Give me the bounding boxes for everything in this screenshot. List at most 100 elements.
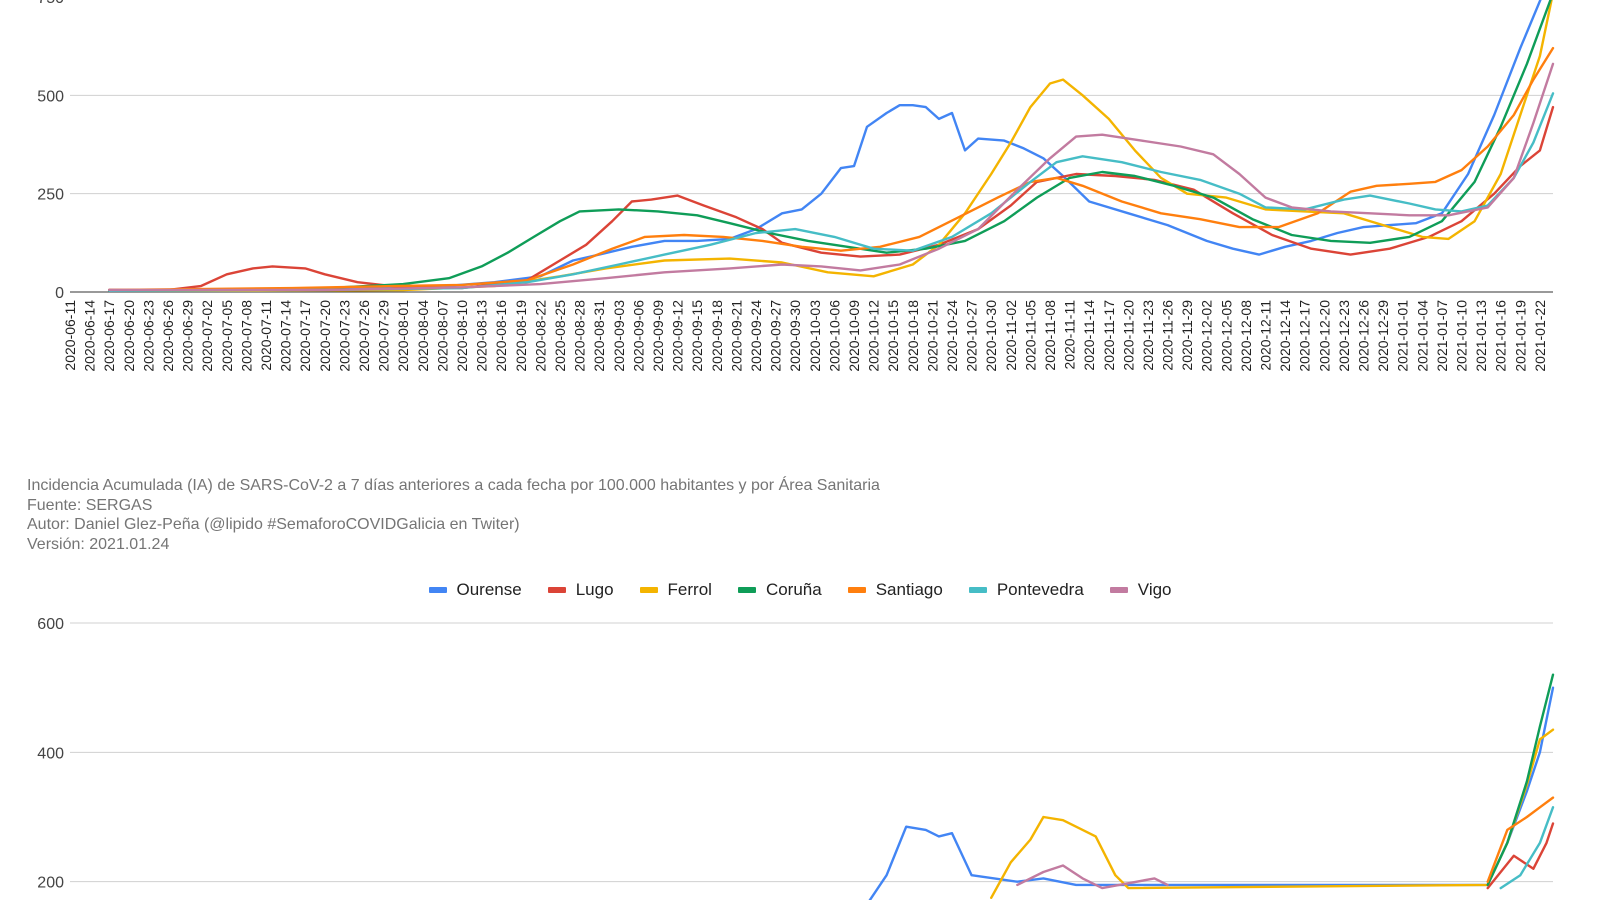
x-tick-label: 2021-01-07 — [1434, 300, 1450, 372]
series-line-santiago[interactable] — [1486, 796, 1555, 883]
x-tick-label: 2020-06-26 — [160, 300, 176, 372]
x-tick-label: 2020-12-23 — [1336, 300, 1352, 372]
series-line-ferrol[interactable] — [107, 0, 1553, 292]
x-tick-label: 2020-11-14 — [1081, 300, 1097, 371]
x-tick-label: 2020-10-30 — [983, 300, 999, 372]
x-tick-label: 2020-07-05 — [219, 300, 235, 372]
x-tick-label: 2020-10-09 — [846, 300, 862, 372]
x-tick-label: 2020-09-12 — [670, 300, 686, 372]
x-tick-label: 2020-08-13 — [474, 300, 490, 372]
y-tick-label: 250 — [37, 187, 64, 204]
x-tick-label: 2020-10-12 — [866, 300, 882, 372]
legend-label-lugo: Lugo — [575, 580, 614, 599]
x-tick-label: 2020-08-22 — [532, 300, 548, 372]
series-line-pontevedra[interactable] — [107, 92, 1555, 292]
x-tick-label: 2020-12-02 — [1199, 300, 1215, 372]
legend-swatch-ourense — [428, 587, 447, 593]
legend-item-lugo[interactable]: Lugo — [547, 580, 614, 600]
legend-label-ourense: Ourense — [456, 580, 522, 599]
x-tick-label: 2020-10-03 — [807, 300, 823, 372]
x-tick-label: 2020-07-02 — [199, 300, 215, 372]
legend-swatch-santiago — [847, 587, 866, 593]
x-tick-label: 2020-08-19 — [513, 300, 529, 372]
caption-version: Versión: 2021.01.24 — [27, 535, 170, 553]
y-tick-label: 750 — [37, 0, 64, 7]
series-line-coruna[interactable] — [107, 0, 1553, 292]
x-tick-label: 2020-12-26 — [1356, 300, 1372, 372]
legend-swatch-pontevedra — [968, 587, 987, 593]
x-tick-label: 2020-09-09 — [650, 300, 666, 372]
legend-item-pontevedra[interactable]: Pontevedra — [968, 580, 1084, 600]
x-tick-label: 2020-06-20 — [121, 300, 137, 372]
chart-caption: Incidencia Acumulada (IA) de SARS-CoV-2 … — [27, 476, 880, 554]
legend-label-coruna: Coruña — [765, 580, 822, 599]
caption-description: Incidencia Acumulada (IA) de SARS-CoV-2 … — [27, 477, 880, 494]
y-tick-label: 200 — [37, 875, 64, 892]
series-line-ourense[interactable] — [107, 0, 1546, 292]
x-tick-label: 2020-09-30 — [787, 300, 803, 372]
x-tick-label: 2020-11-08 — [1042, 300, 1058, 371]
bottom-line-chart: 600 400 200 — [37, 616, 1555, 900]
x-tick-label: 2020-08-31 — [591, 300, 607, 372]
x-tick-label: 2020-12-08 — [1238, 300, 1254, 372]
caption-source: Fuente: SERGAS — [27, 496, 153, 514]
series-line-vigo[interactable] — [107, 62, 1555, 292]
legend-label-ferrol: Ferrol — [667, 580, 712, 599]
x-tick-label: 2020-08-04 — [415, 300, 431, 372]
x-tick-label: 2021-01-10 — [1454, 300, 1470, 372]
top-line-chart: 750 500 250 02020-06-112020-06-142020-06-17… — [37, 0, 1555, 372]
x-tick-label: 2020-08-25 — [552, 300, 568, 372]
series-line-pontevedra[interactable] — [1499, 806, 1555, 890]
series-line-vigo[interactable] — [1016, 864, 1169, 890]
x-tick-label: 2020-07-23 — [336, 300, 352, 372]
x-tick-label: 2020-07-29 — [376, 300, 392, 372]
legend-item-vigo[interactable]: Vigo — [1109, 580, 1172, 600]
x-tick-label: 2020-08-16 — [493, 300, 509, 372]
x-tick-label: 2020-06-29 — [180, 300, 196, 372]
x-tick-label: 2020-06-17 — [101, 300, 117, 372]
series-line-lugo[interactable] — [1486, 822, 1555, 890]
x-tick-label: 2020-11-20 — [1120, 300, 1136, 371]
x-tick-label: 2020-10-06 — [826, 300, 842, 372]
legend-label-pontevedra: Pontevedra — [996, 580, 1084, 599]
series-line-ourense[interactable] — [861, 686, 1555, 900]
x-tick-label: 2020-11-11 — [1062, 300, 1078, 370]
legend-swatch-coruna — [737, 587, 756, 593]
x-tick-label: 2020-09-03 — [611, 300, 627, 372]
legend-item-ourense[interactable]: Ourense — [428, 580, 522, 600]
x-tick-label: 2020-06-11 — [62, 300, 78, 371]
x-tick-label: 2020-08-07 — [434, 300, 450, 372]
x-tick-label: 2021-01-01 — [1395, 300, 1411, 372]
y-tick-label: 500 — [37, 88, 64, 105]
x-tick-label: 2020-10-24 — [944, 300, 960, 372]
x-tick-label: 2020-06-14 — [82, 300, 98, 372]
x-tick-label: 2020-11-23 — [1140, 300, 1156, 371]
x-tick-label: 2020-11-26 — [1160, 300, 1176, 371]
legend-item-ferrol[interactable]: Ferrol — [639, 580, 712, 600]
x-tick-label: 2020-07-14 — [278, 300, 294, 372]
x-tick-label: 2020-07-20 — [317, 300, 333, 372]
x-tick-label: 2020-11-17 — [1101, 300, 1117, 371]
x-tick-label: 2020-07-11 — [258, 300, 274, 371]
x-tick-label: 2020-08-10 — [454, 300, 470, 372]
series-line-coruna[interactable] — [1486, 673, 1555, 887]
legend-item-coruna[interactable]: Coruña — [737, 580, 822, 600]
legend-label-santiago: Santiago — [875, 580, 943, 599]
x-tick-label: 2021-01-22 — [1532, 300, 1548, 372]
x-tick-label: 2020-12-05 — [1218, 300, 1234, 372]
series-line-lugo[interactable] — [107, 105, 1555, 292]
x-tick-label: 2021-01-13 — [1473, 300, 1489, 372]
x-tick-label: 2020-06-23 — [140, 300, 156, 372]
y-tick-label: 0 — [55, 285, 64, 302]
legend-item-santiago[interactable]: Santiago — [847, 580, 943, 600]
x-tick-label: 2021-01-04 — [1414, 300, 1430, 372]
x-tick-label: 2020-09-24 — [748, 300, 764, 372]
legend-swatch-vigo — [1109, 587, 1128, 593]
x-tick-label: 2021-01-16 — [1493, 300, 1509, 372]
x-tick-label: 2020-07-17 — [297, 300, 313, 372]
x-tick-label: 2020-11-02 — [1003, 300, 1019, 371]
x-tick-label: 2020-08-28 — [572, 300, 588, 372]
x-tick-label: 2020-08-01 — [395, 300, 411, 372]
chart-legend: Ourense Lugo Ferrol Coruña Santiago Pont… — [0, 580, 1600, 600]
x-tick-label: 2020-10-18 — [905, 300, 921, 372]
